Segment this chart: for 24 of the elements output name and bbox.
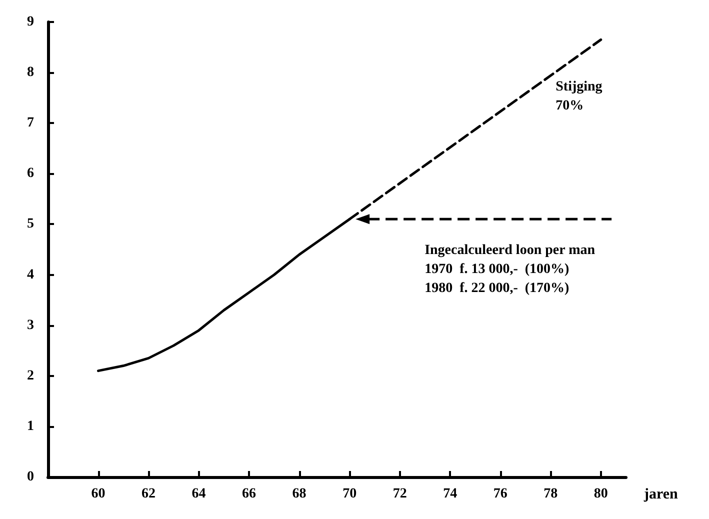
y-tick-label: 6 (27, 166, 34, 182)
y-tick-label: 2 (27, 368, 34, 384)
annotation: Stijging 70% (556, 80, 602, 114)
x-axis-title: jaren (643, 486, 679, 502)
y-tick-label: 1 (27, 418, 34, 434)
x-tick-label: 66 (242, 486, 256, 502)
annotation: Ingecalculeerd loon per man 1970 f. 13 000,- (100%) 1980 f. 22 000,- (170%) (424, 243, 596, 296)
x-tick-label: 78 (544, 486, 558, 502)
y-tick-label: 8 (27, 65, 34, 80)
x-tick-label: 60 (91, 486, 106, 502)
y-tick-label: 7 (27, 116, 34, 131)
x-tick-label: 70 (342, 486, 357, 502)
x-tick-label: 80 (594, 486, 608, 502)
x-tick-label: 76 (493, 486, 508, 502)
x-tick-label: 74 (443, 486, 458, 502)
y-tick-label: 3 (27, 318, 34, 333)
y-tick-label: 4 (27, 267, 34, 282)
x-tick-label: 72 (392, 486, 407, 502)
x-tick-label: 62 (142, 486, 156, 502)
x-tick-label: 64 (192, 486, 206, 502)
y-tick-label: 0 (27, 470, 34, 484)
x-tick-label: 68 (292, 486, 306, 502)
y-tick-label: 5 (27, 216, 34, 232)
y-tick-label: 9 (27, 14, 34, 30)
